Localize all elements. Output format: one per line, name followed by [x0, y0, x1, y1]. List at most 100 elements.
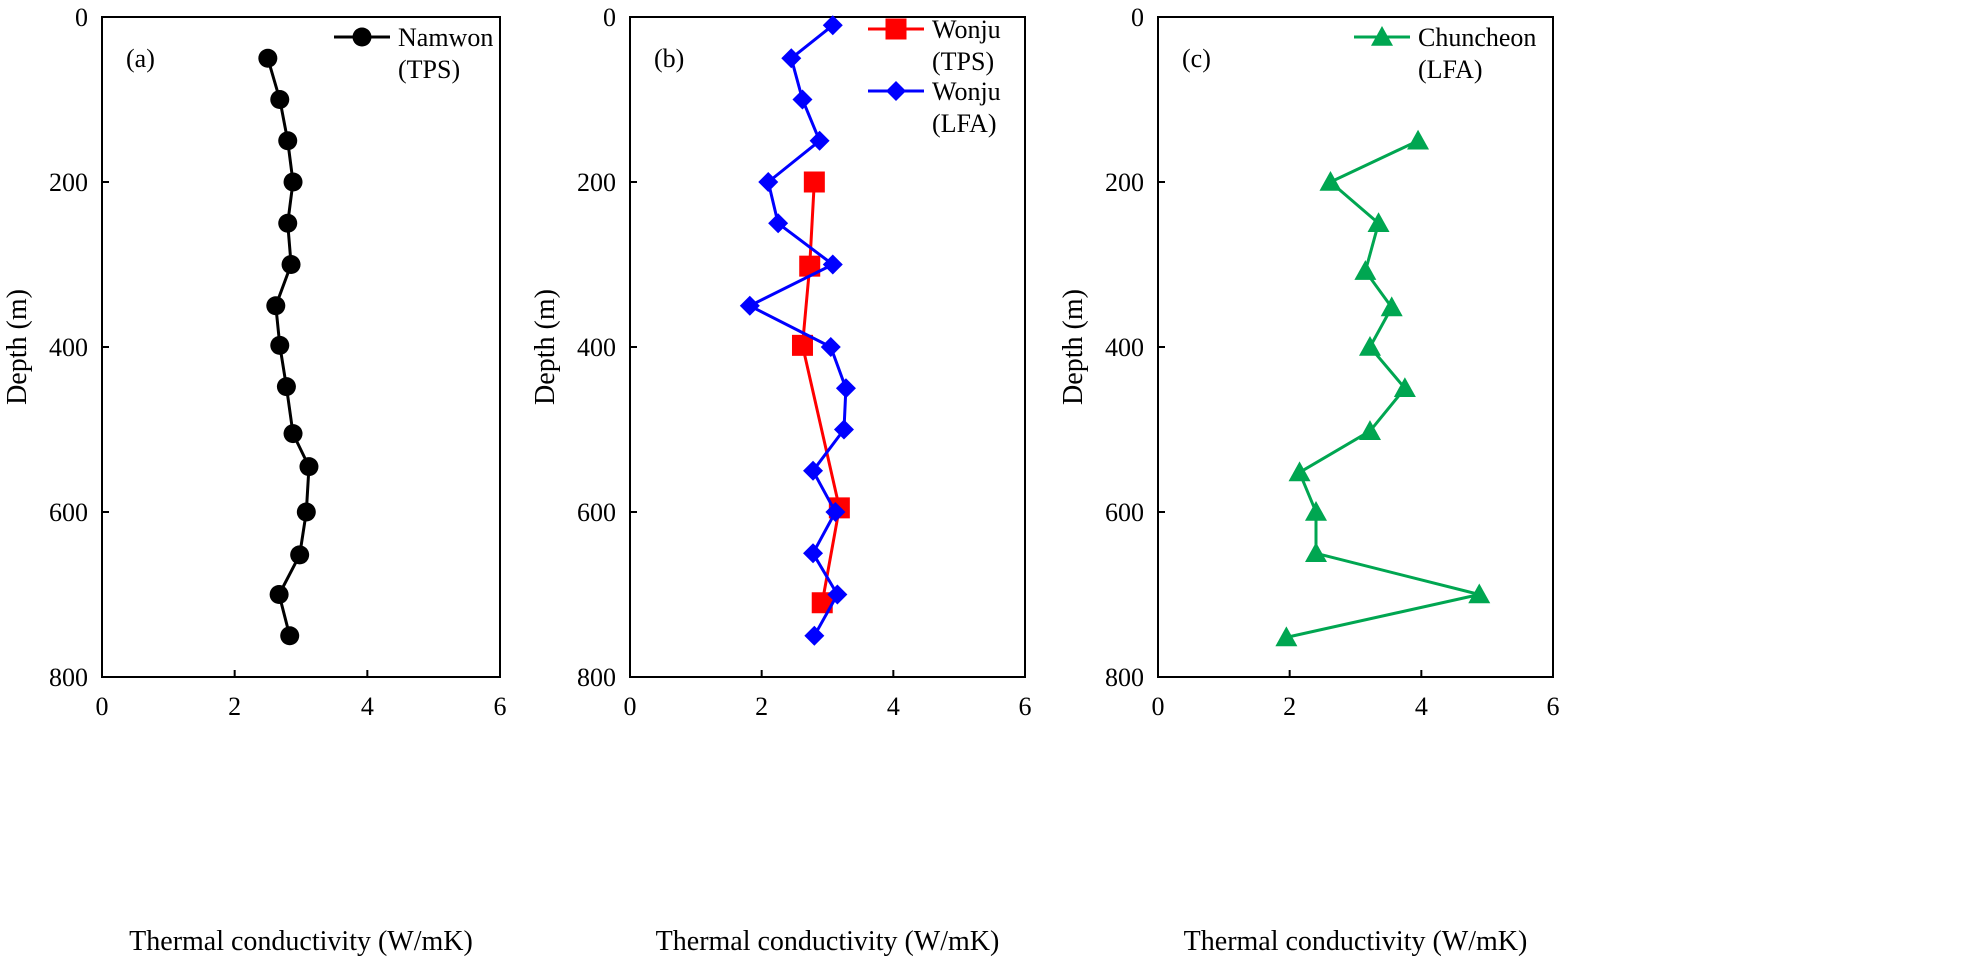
x-tick-label: 4 [361, 692, 374, 721]
data-point [827, 584, 848, 605]
panel-label: (c) [1182, 44, 1211, 73]
x-tick-label: 4 [887, 692, 900, 721]
data-point [739, 295, 760, 316]
panel-label: (a) [126, 44, 155, 73]
data-point [296, 502, 316, 522]
y-tick-label: 600 [577, 498, 616, 527]
legend-label: Wonju [932, 15, 1001, 44]
x-tick-label: 2 [1283, 692, 1296, 721]
data-point [283, 172, 303, 192]
data-point [825, 502, 846, 522]
data-point [1468, 583, 1491, 604]
y-tick-label: 400 [577, 333, 616, 362]
data-point [1305, 542, 1327, 563]
data-point [1358, 336, 1381, 356]
legend-label: Namwon [398, 23, 493, 52]
legend-entry: Chuncheon (LFA) [1354, 23, 1536, 84]
x-tick-label: 0 [96, 692, 109, 721]
data-point [283, 424, 303, 444]
y-tick-label: 800 [1105, 663, 1144, 692]
y-axis-title: Depth (m) [1058, 289, 1089, 405]
y-tick-label: 800 [577, 663, 616, 692]
legend-label: Wonju [932, 77, 1001, 106]
data-point [299, 457, 319, 477]
data-point [803, 543, 824, 564]
legend-swatch-marker [352, 27, 372, 47]
data-point [280, 626, 300, 646]
x-tick-label: 6 [1019, 692, 1032, 721]
data-point [803, 171, 825, 193]
data-point [270, 90, 290, 109]
y-tick-label: 0 [1131, 3, 1144, 32]
legend-label: (TPS) [932, 47, 994, 76]
data-point [1407, 129, 1430, 150]
data-point [258, 48, 278, 68]
y-tick-label: 800 [49, 663, 88, 692]
data-point [278, 131, 298, 151]
plot-frame [1157, 16, 1554, 678]
x-tick-label: 2 [755, 692, 768, 721]
data-point [781, 48, 802, 69]
legend-label: (LFA) [932, 109, 997, 138]
data-point [820, 337, 841, 357]
data-point [822, 15, 843, 36]
y-tick-label: 600 [1105, 498, 1144, 527]
series-1 [739, 15, 856, 646]
y-tick-label: 400 [1105, 333, 1144, 362]
x-axis-title: Thermal conductivity (W/mK) [656, 926, 1000, 957]
x-tick-label: 6 [1547, 692, 1560, 721]
panel-label: (b) [654, 44, 684, 73]
data-point [804, 625, 825, 646]
y-tick-label: 600 [49, 498, 88, 527]
x-tick-label: 2 [228, 692, 241, 721]
data-point [1354, 260, 1377, 280]
data-point [1288, 461, 1311, 482]
data-point [799, 255, 821, 277]
data-point [1275, 626, 1298, 647]
chart-panel-c: 0 2 4 6 0 200 400 600 800 Thermal conductivity (W… [1058, 3, 1560, 957]
data-point [792, 89, 813, 110]
data-point [791, 334, 813, 356]
legend-swatch-marker [885, 18, 907, 40]
data-point [1319, 171, 1342, 191]
y-tick-label: 0 [75, 3, 88, 32]
legend-label: (TPS) [398, 55, 460, 84]
data-point [822, 254, 843, 275]
data-point [269, 585, 289, 604]
data-point [1393, 377, 1416, 398]
x-tick-label: 0 [624, 692, 637, 721]
y-tick-label: 200 [577, 168, 616, 197]
data-point [270, 335, 290, 355]
legend-entry: Namwon (TPS) [334, 23, 493, 84]
x-tick-label: 6 [494, 692, 507, 721]
data-point [835, 378, 856, 399]
chart-panel-a: 0 2 4 6 0 200 400 600 800 Thermal conductivity (W… [2, 3, 507, 957]
chart-panel-b: 0 2 4 6 0 200 400 600 800 Thermal conductivity (W… [530, 3, 1032, 957]
legend-swatch-marker [886, 81, 906, 101]
data-point [1367, 212, 1390, 233]
data-point [833, 419, 854, 440]
data-point [811, 592, 833, 614]
y-axis-title: Depth (m) [2, 289, 33, 405]
legend-swatch-marker [1371, 26, 1393, 46]
data-point [281, 255, 301, 274]
series-0 [791, 171, 850, 614]
plot-frame [101, 16, 501, 678]
data-point [278, 213, 298, 233]
data-point [1305, 501, 1327, 521]
series-0 [1275, 129, 1491, 647]
y-tick-label: 400 [49, 333, 88, 362]
series-0 [258, 48, 319, 646]
y-axis-title: Depth (m) [530, 289, 561, 405]
x-axis-title: Thermal conductivity (W/mK) [129, 926, 473, 957]
x-tick-label: 4 [1415, 692, 1428, 721]
legend-entry: Wonju (TPS) [868, 15, 1001, 76]
y-tick-label: 0 [603, 3, 616, 32]
y-tick-label: 200 [1105, 168, 1144, 197]
series-line [748, 24, 848, 637]
data-point [768, 213, 789, 234]
legend-label: (LFA) [1418, 55, 1483, 84]
x-axis-title: Thermal conductivity (W/mK) [1184, 926, 1528, 957]
data-point [809, 130, 830, 151]
